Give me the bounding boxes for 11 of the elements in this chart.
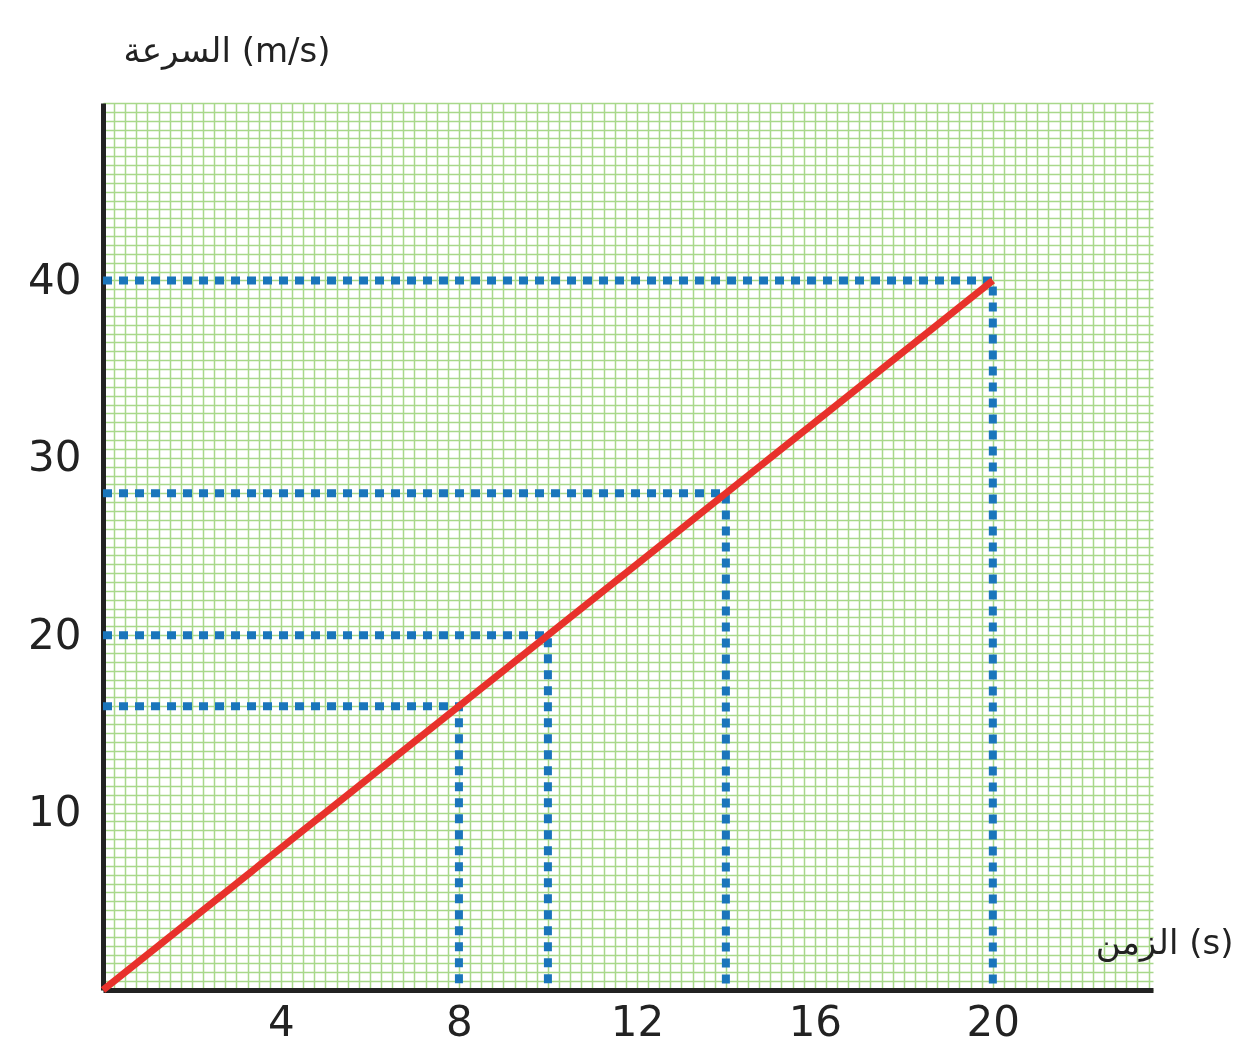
x-tick-label: 4	[268, 996, 295, 1046]
x-tick-label: 16	[788, 996, 843, 1046]
x-tick-label: 12	[610, 996, 665, 1046]
y-tick-label: 20	[28, 609, 82, 659]
y-tick-label: 30	[28, 432, 82, 482]
y-axis-title: السرعة (m/s)	[123, 29, 331, 71]
y-tick-label: 40	[28, 254, 82, 304]
x-tick-label: 8	[446, 996, 473, 1046]
y-tick-label: 10	[28, 787, 82, 837]
x-tick-label: 20	[966, 996, 1021, 1046]
x-axis-title: الزمن (s)	[1095, 921, 1234, 963]
